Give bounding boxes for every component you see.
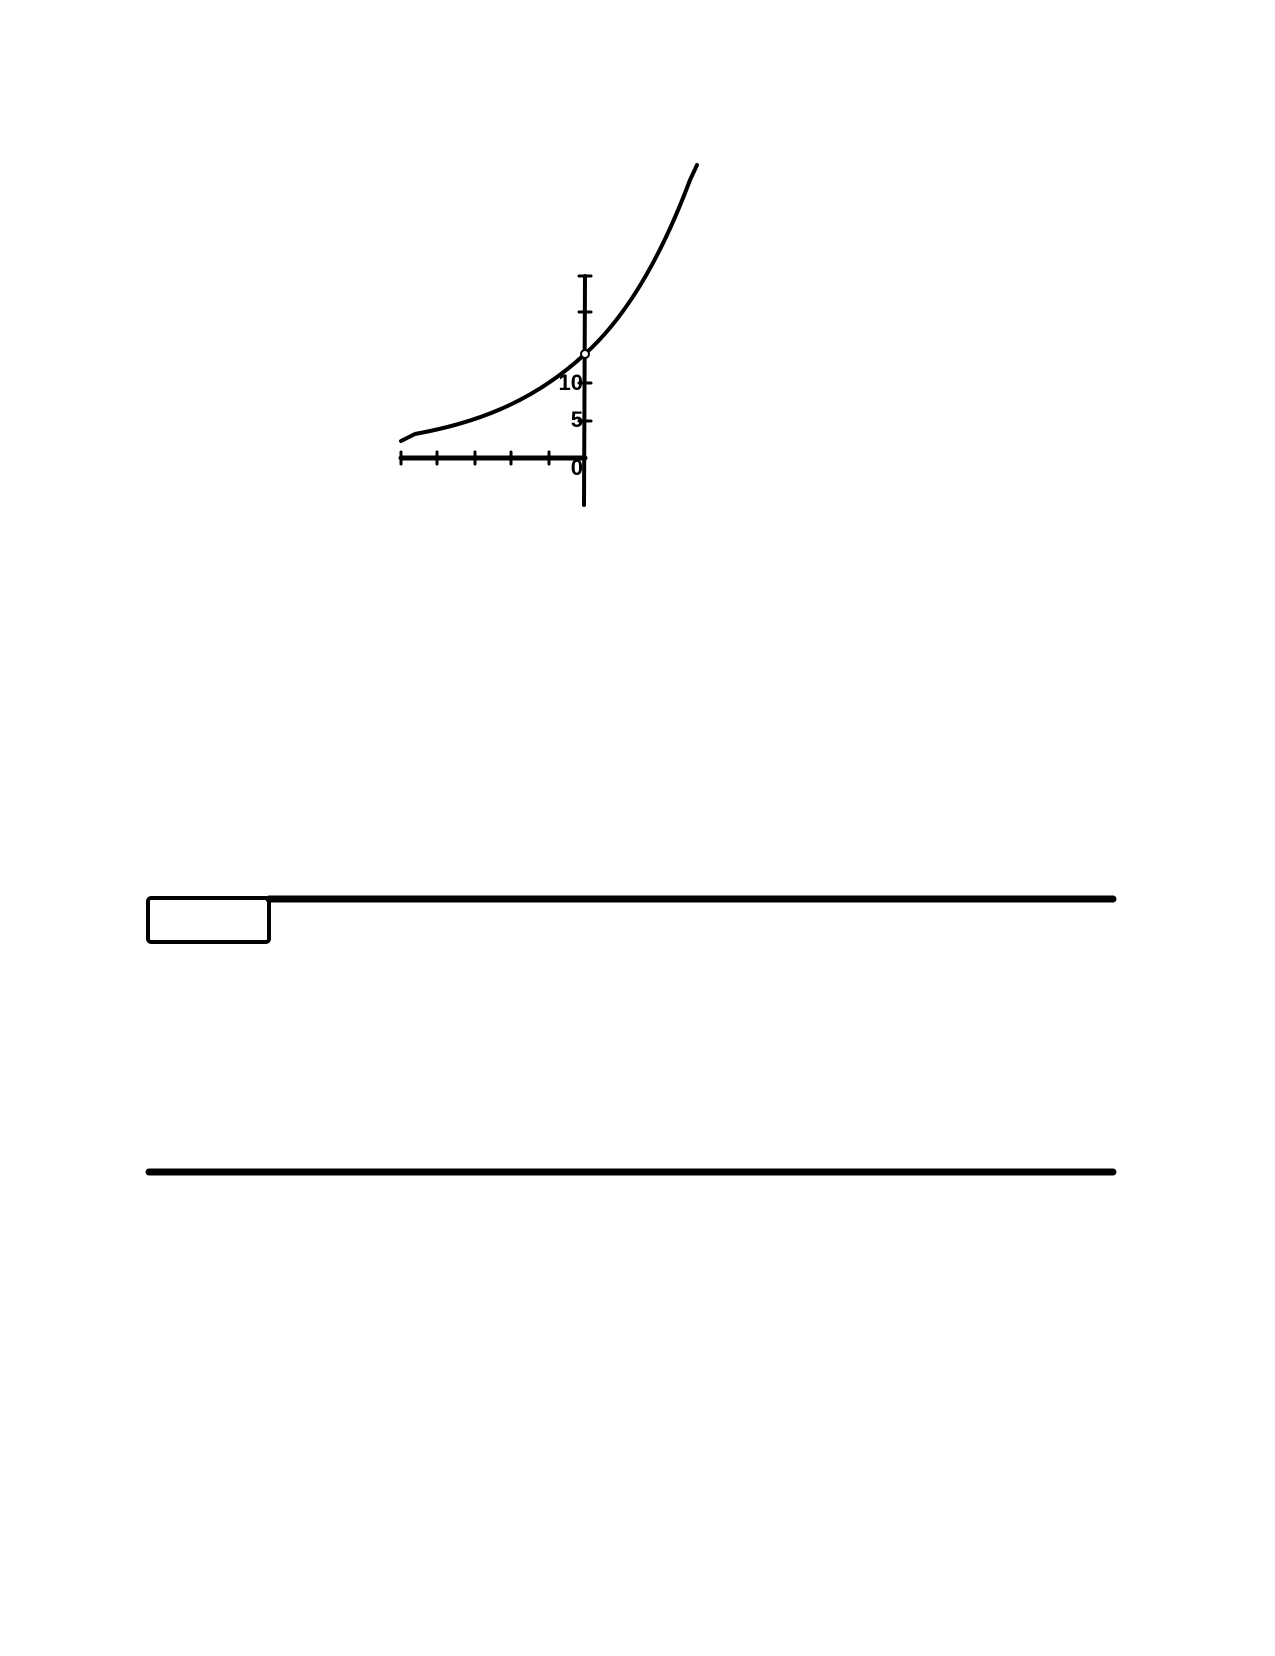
y-label: 10	[559, 370, 583, 395]
y-label: 5	[571, 407, 583, 432]
graph-sketch	[398, 163, 699, 507]
y-tick-marks	[577, 274, 593, 423]
x-tick-marks	[399, 450, 551, 466]
intercept-point	[580, 349, 590, 359]
y-label: 0	[571, 455, 583, 480]
y-axis	[582, 274, 587, 507]
answer-box	[146, 896, 271, 944]
exponential-curve	[399, 163, 699, 443]
